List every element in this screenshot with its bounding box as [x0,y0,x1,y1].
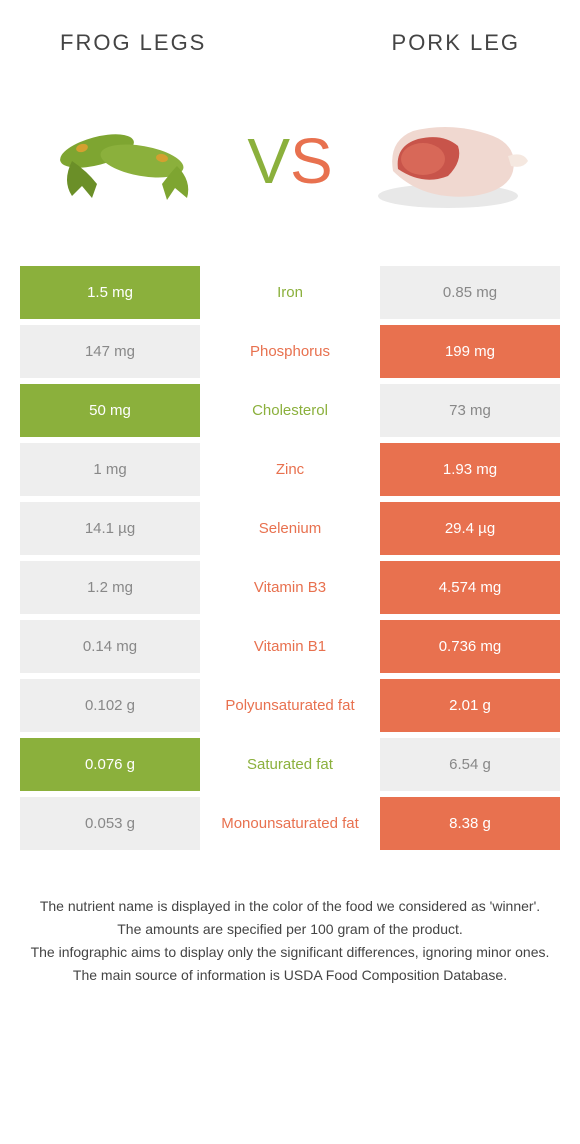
left-value: 0.102 g [20,679,200,732]
comparison-table: 1.5 mgIron0.85 mg 147 mgPhosphorus199 mg 5… [0,266,580,850]
right-value: 6.54 g [380,738,560,791]
right-value: 0.736 mg [380,620,560,673]
vs-v: V [247,125,290,197]
left-value: 0.14 mg [20,620,200,673]
right-title: Pork leg [392,30,520,56]
table-row: 0.102 gPolyunsaturated fat2.01 g [20,679,560,732]
footer-notes: The nutrient name is displayed in the co… [0,856,580,986]
table-row: 1.2 mgVitamin B34.574 mg [20,561,560,614]
table-row: 50 mgCholesterol73 mg [20,384,560,437]
right-value: 199 mg [380,325,560,378]
right-value: 8.38 g [380,797,560,850]
vs-s: S [290,125,333,197]
nutrient-name: Iron [200,266,380,319]
left-value: 14.1 µg [20,502,200,555]
footer-line: The nutrient name is displayed in the co… [30,896,550,917]
right-value: 1.93 mg [380,443,560,496]
footer-line: The amounts are specified per 100 gram o… [30,919,550,940]
vs-label: VS [247,124,332,198]
nutrient-name: Selenium [200,502,380,555]
left-title: Frog legs [60,30,206,56]
left-value: 1.5 mg [20,266,200,319]
nutrient-name: Vitamin B1 [200,620,380,673]
left-value: 1 mg [20,443,200,496]
table-row: 0.053 gMonounsaturated fat8.38 g [20,797,560,850]
left-value: 0.076 g [20,738,200,791]
nutrient-name: Saturated fat [200,738,380,791]
table-row: 1.5 mgIron0.85 mg [20,266,560,319]
table-row: 147 mgPhosphorus199 mg [20,325,560,378]
right-value: 4.574 mg [380,561,560,614]
right-value: 0.85 mg [380,266,560,319]
footer-line: The main source of information is USDA F… [30,965,550,986]
nutrient-name: Zinc [200,443,380,496]
table-row: 0.14 mgVitamin B10.736 mg [20,620,560,673]
right-value: 29.4 µg [380,502,560,555]
table-row: 0.076 gSaturated fat6.54 g [20,738,560,791]
frog-legs-image [42,91,222,231]
left-value: 147 mg [20,325,200,378]
nutrient-name: Vitamin B3 [200,561,380,614]
pork-leg-image [358,91,538,231]
nutrient-name: Polyunsaturated fat [200,679,380,732]
left-value: 50 mg [20,384,200,437]
table-row: 14.1 µgSelenium29.4 µg [20,502,560,555]
nutrient-name: Monounsaturated fat [200,797,380,850]
nutrient-name: Phosphorus [200,325,380,378]
table-row: 1 mgZinc1.93 mg [20,443,560,496]
left-value: 1.2 mg [20,561,200,614]
right-value: 73 mg [380,384,560,437]
right-value: 2.01 g [380,679,560,732]
left-value: 0.053 g [20,797,200,850]
nutrient-name: Cholesterol [200,384,380,437]
footer-line: The infographic aims to display only the… [30,942,550,963]
